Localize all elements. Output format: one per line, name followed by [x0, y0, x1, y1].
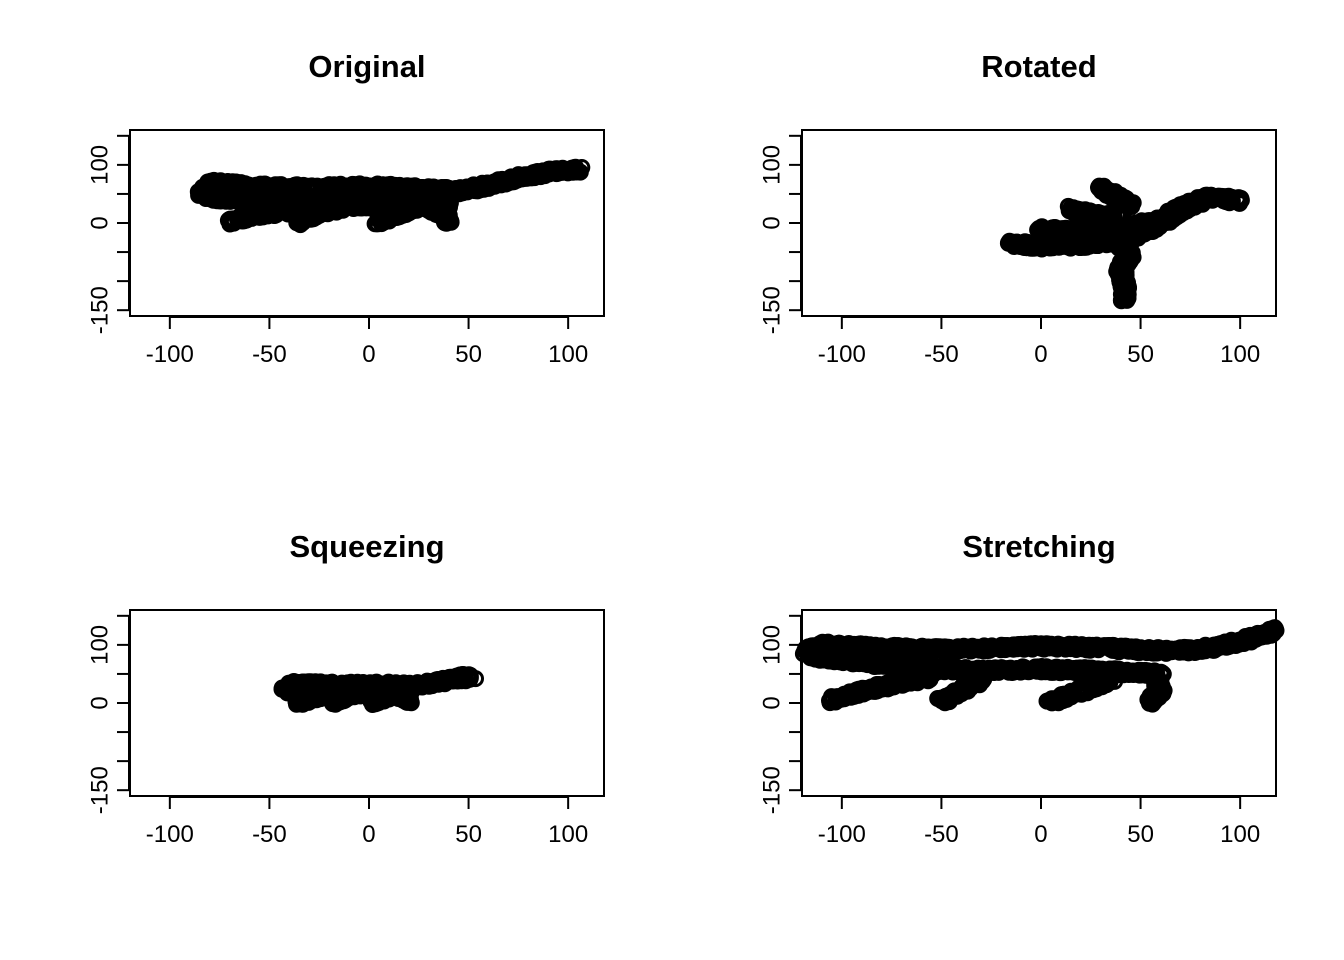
scatter-points	[999, 177, 1250, 310]
x-tick-label: -100	[818, 821, 866, 848]
x-tick-label: -50	[924, 341, 959, 368]
scatter-point	[1118, 195, 1136, 213]
panel-title: Squeezing	[289, 529, 444, 564]
scatter-point	[1108, 234, 1126, 252]
x-tick-label: 50	[1127, 821, 1154, 848]
x-tick-label: 50	[455, 821, 482, 848]
y-tick-label: -150	[759, 286, 786, 334]
x-tick-label: 0	[1034, 341, 1047, 368]
panel-title: Original	[308, 49, 425, 84]
y-tick-label: 0	[87, 696, 114, 709]
y-tick-label: -150	[759, 766, 786, 814]
scatter-point	[333, 201, 351, 219]
x-tick-label: 100	[548, 341, 588, 368]
x-tick-label: 50	[455, 341, 482, 368]
scatter-point	[467, 670, 484, 688]
scatter-point	[1123, 194, 1141, 212]
panel-rotated: Rotated -100 -50 0 50 100 -150 0 100	[759, 49, 1277, 368]
y-tick-label: 0	[759, 216, 786, 229]
y-tick-label: 100	[759, 145, 786, 185]
x-axis: -100 -50 0 50 100	[818, 316, 1260, 368]
x-tick-label: -50	[924, 821, 959, 848]
scatter-point	[571, 163, 589, 181]
y-tick-label: 0	[87, 216, 114, 229]
y-axis: -150 0 100	[759, 614, 802, 814]
y-tick-label: 0	[759, 696, 786, 709]
scatter-point	[417, 200, 435, 218]
x-tick-label: -50	[252, 821, 287, 848]
scatter-point	[395, 687, 413, 705]
x-axis: -100 -50 0 50 100	[146, 796, 588, 848]
panel-stretching: Stretching -100 -50 0 50 100 -150 0 100	[759, 529, 1285, 848]
scatter-point	[1191, 189, 1209, 207]
x-tick-label: 0	[362, 821, 375, 848]
x-axis: -100 -50 0 50 100	[818, 796, 1260, 848]
scatter-points	[794, 619, 1285, 713]
x-tick-label: -100	[818, 341, 866, 368]
x-tick-label: 50	[1127, 341, 1154, 368]
x-axis: -100 -50 0 50 100	[146, 316, 588, 368]
scatter-point	[1194, 192, 1212, 210]
x-tick-label: 0	[362, 341, 375, 368]
panel-title: Rotated	[981, 49, 1096, 84]
y-tick-label: 100	[759, 625, 786, 665]
y-tick-label: 100	[87, 625, 114, 665]
panel-title: Stretching	[962, 529, 1115, 564]
scatter-point	[1123, 244, 1141, 262]
scatter-points	[273, 666, 484, 713]
x-tick-label: 100	[1220, 821, 1260, 848]
y-axis: -150 0 100	[87, 614, 130, 814]
x-tick-label: -100	[146, 341, 194, 368]
x-tick-label: 100	[548, 821, 588, 848]
y-tick-label: -150	[87, 766, 114, 814]
scatter-point	[392, 683, 410, 701]
y-axis: -150 0 100	[759, 134, 802, 334]
y-tick-label: -150	[87, 286, 114, 334]
x-tick-label: -100	[146, 821, 194, 848]
x-tick-label: 0	[1034, 821, 1047, 848]
scatter-point	[1230, 192, 1248, 210]
scatter-point	[344, 685, 362, 703]
y-axis: -150 0 100	[87, 134, 130, 334]
scatter-points	[189, 158, 591, 234]
panel-original: Original -100 -50 0 50 100 -150 0 100	[87, 49, 605, 368]
x-tick-label: 100	[1220, 341, 1260, 368]
x-tick-label: -50	[252, 341, 287, 368]
y-tick-label: 100	[87, 145, 114, 185]
panel-squeezing: Squeezing -100 -50 0 50 100 -150 0 100	[87, 529, 605, 848]
